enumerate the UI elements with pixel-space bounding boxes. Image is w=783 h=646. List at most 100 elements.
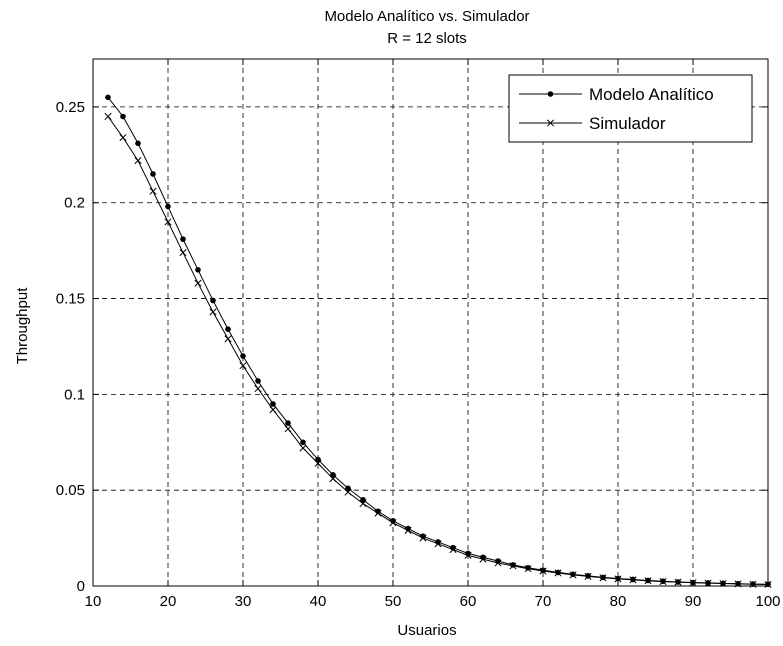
x-marker-stroke: [194, 279, 202, 287]
x-marker-stroke: [164, 218, 172, 226]
x-marker-stroke: [584, 572, 592, 580]
legend-marker: [547, 91, 554, 97]
data-point: [194, 279, 202, 287]
x-marker-stroke: [284, 425, 292, 433]
x-tick-label: 90: [685, 593, 702, 610]
data-point: [209, 308, 217, 316]
data-point: [225, 326, 231, 333]
legend-item: Modelo Analítico: [519, 85, 714, 104]
data-point: [135, 140, 141, 147]
data-point: [509, 562, 517, 570]
data-point: [449, 546, 457, 554]
data-point: [104, 112, 112, 121]
data-point: [389, 519, 397, 527]
x-marker-stroke: [239, 362, 247, 370]
data-point: [299, 444, 307, 452]
x-marker-stroke: [254, 385, 262, 393]
x-marker-stroke: [104, 112, 112, 121]
x-marker-stroke: [299, 444, 307, 452]
data-point: [285, 420, 291, 426]
legend: Modelo Analítico Simulador: [508, 74, 753, 143]
axes-layer: 10 20 30 40 50 60 70 80 90 100 0 0.05 0.1 0.15 0.2 0.25: [56, 58, 781, 610]
x-marker-stroke: [509, 562, 517, 570]
x-tick-label: 70: [535, 593, 552, 610]
data-point: [510, 562, 516, 568]
data-point: [584, 572, 592, 580]
data-point: [434, 540, 442, 548]
data-point: [240, 353, 246, 359]
data-point: [329, 475, 337, 483]
x-marker-stroke: [134, 157, 142, 165]
x-marker-stroke: [149, 187, 157, 195]
x-marker-stroke: [419, 534, 427, 542]
legend-label: Modelo Analítico: [589, 85, 714, 104]
data-point: [359, 500, 367, 508]
data-point: [569, 571, 577, 579]
plot-frame: [92, 58, 769, 587]
data-point: [255, 378, 261, 384]
x-marker-stroke: [359, 500, 367, 508]
x-tick-label: 60: [460, 593, 477, 610]
data-point: [330, 472, 336, 478]
data-point: [644, 577, 652, 585]
x-marker-stroke: [539, 567, 547, 575]
data-point: [524, 565, 532, 573]
data-point: [179, 248, 187, 257]
plot-area: [93, 59, 768, 586]
x-tick-label: 100: [755, 593, 780, 610]
x-marker-stroke: [674, 578, 682, 586]
x-marker-stroke: [599, 574, 607, 582]
data-point: [149, 187, 157, 195]
x-marker-stroke: [494, 559, 502, 567]
chart-subtitle: R = 12 slots: [387, 30, 467, 47]
y-tick-label: 0.1: [64, 386, 85, 403]
y-tick-label: 0: [77, 578, 85, 595]
x-marker-stroke: [629, 576, 637, 584]
series-layer: [104, 94, 772, 589]
x-marker-stroke: [659, 578, 667, 586]
data-point: [134, 157, 142, 165]
data-point: [120, 113, 126, 120]
data-point: [300, 439, 306, 446]
x-marker-stroke: [554, 569, 562, 577]
data-point: [315, 456, 321, 463]
data-point: [360, 496, 366, 503]
data-point: [374, 509, 382, 517]
data-point: [479, 555, 487, 563]
x-tick-label: 30: [235, 593, 252, 610]
x-marker-stroke: [374, 509, 382, 517]
x-marker-stroke: [329, 475, 337, 483]
data-point: [494, 559, 502, 567]
y-axis-label: Throughput: [14, 287, 31, 365]
data-point: [164, 218, 172, 226]
data-point: [254, 385, 262, 393]
x-tick-label: 20: [160, 593, 177, 610]
x-tick-label: 50: [385, 593, 402, 610]
y-tick-label: 0.2: [64, 195, 85, 212]
grid-layer: [93, 59, 768, 586]
data-point: [270, 401, 276, 407]
x-marker-stroke: [704, 579, 712, 587]
data-point: [599, 574, 607, 582]
legend-item: Simulador: [519, 114, 666, 133]
x-tick-label: 10: [85, 593, 102, 610]
data-point: [150, 171, 156, 177]
x-tick-label: 40: [310, 593, 327, 610]
x-marker-stroke: [434, 540, 442, 548]
x-marker-stroke: [546, 119, 555, 127]
data-point: [464, 551, 472, 559]
legend-box: [508, 74, 753, 143]
y-tick-label: 0.05: [56, 482, 85, 499]
x-marker-stroke: [119, 134, 127, 142]
data-point: [614, 575, 622, 583]
data-point: [165, 203, 171, 210]
y-tick-label: 0.15: [56, 291, 85, 308]
data-point: [119, 134, 127, 142]
data-point: [224, 335, 232, 343]
x-marker-stroke: [179, 248, 187, 257]
data-point: [404, 526, 412, 534]
data-point: [344, 488, 352, 496]
x-marker-stroke: [614, 575, 622, 583]
chart-title: Modelo Analítico vs. Simulador: [324, 8, 529, 25]
